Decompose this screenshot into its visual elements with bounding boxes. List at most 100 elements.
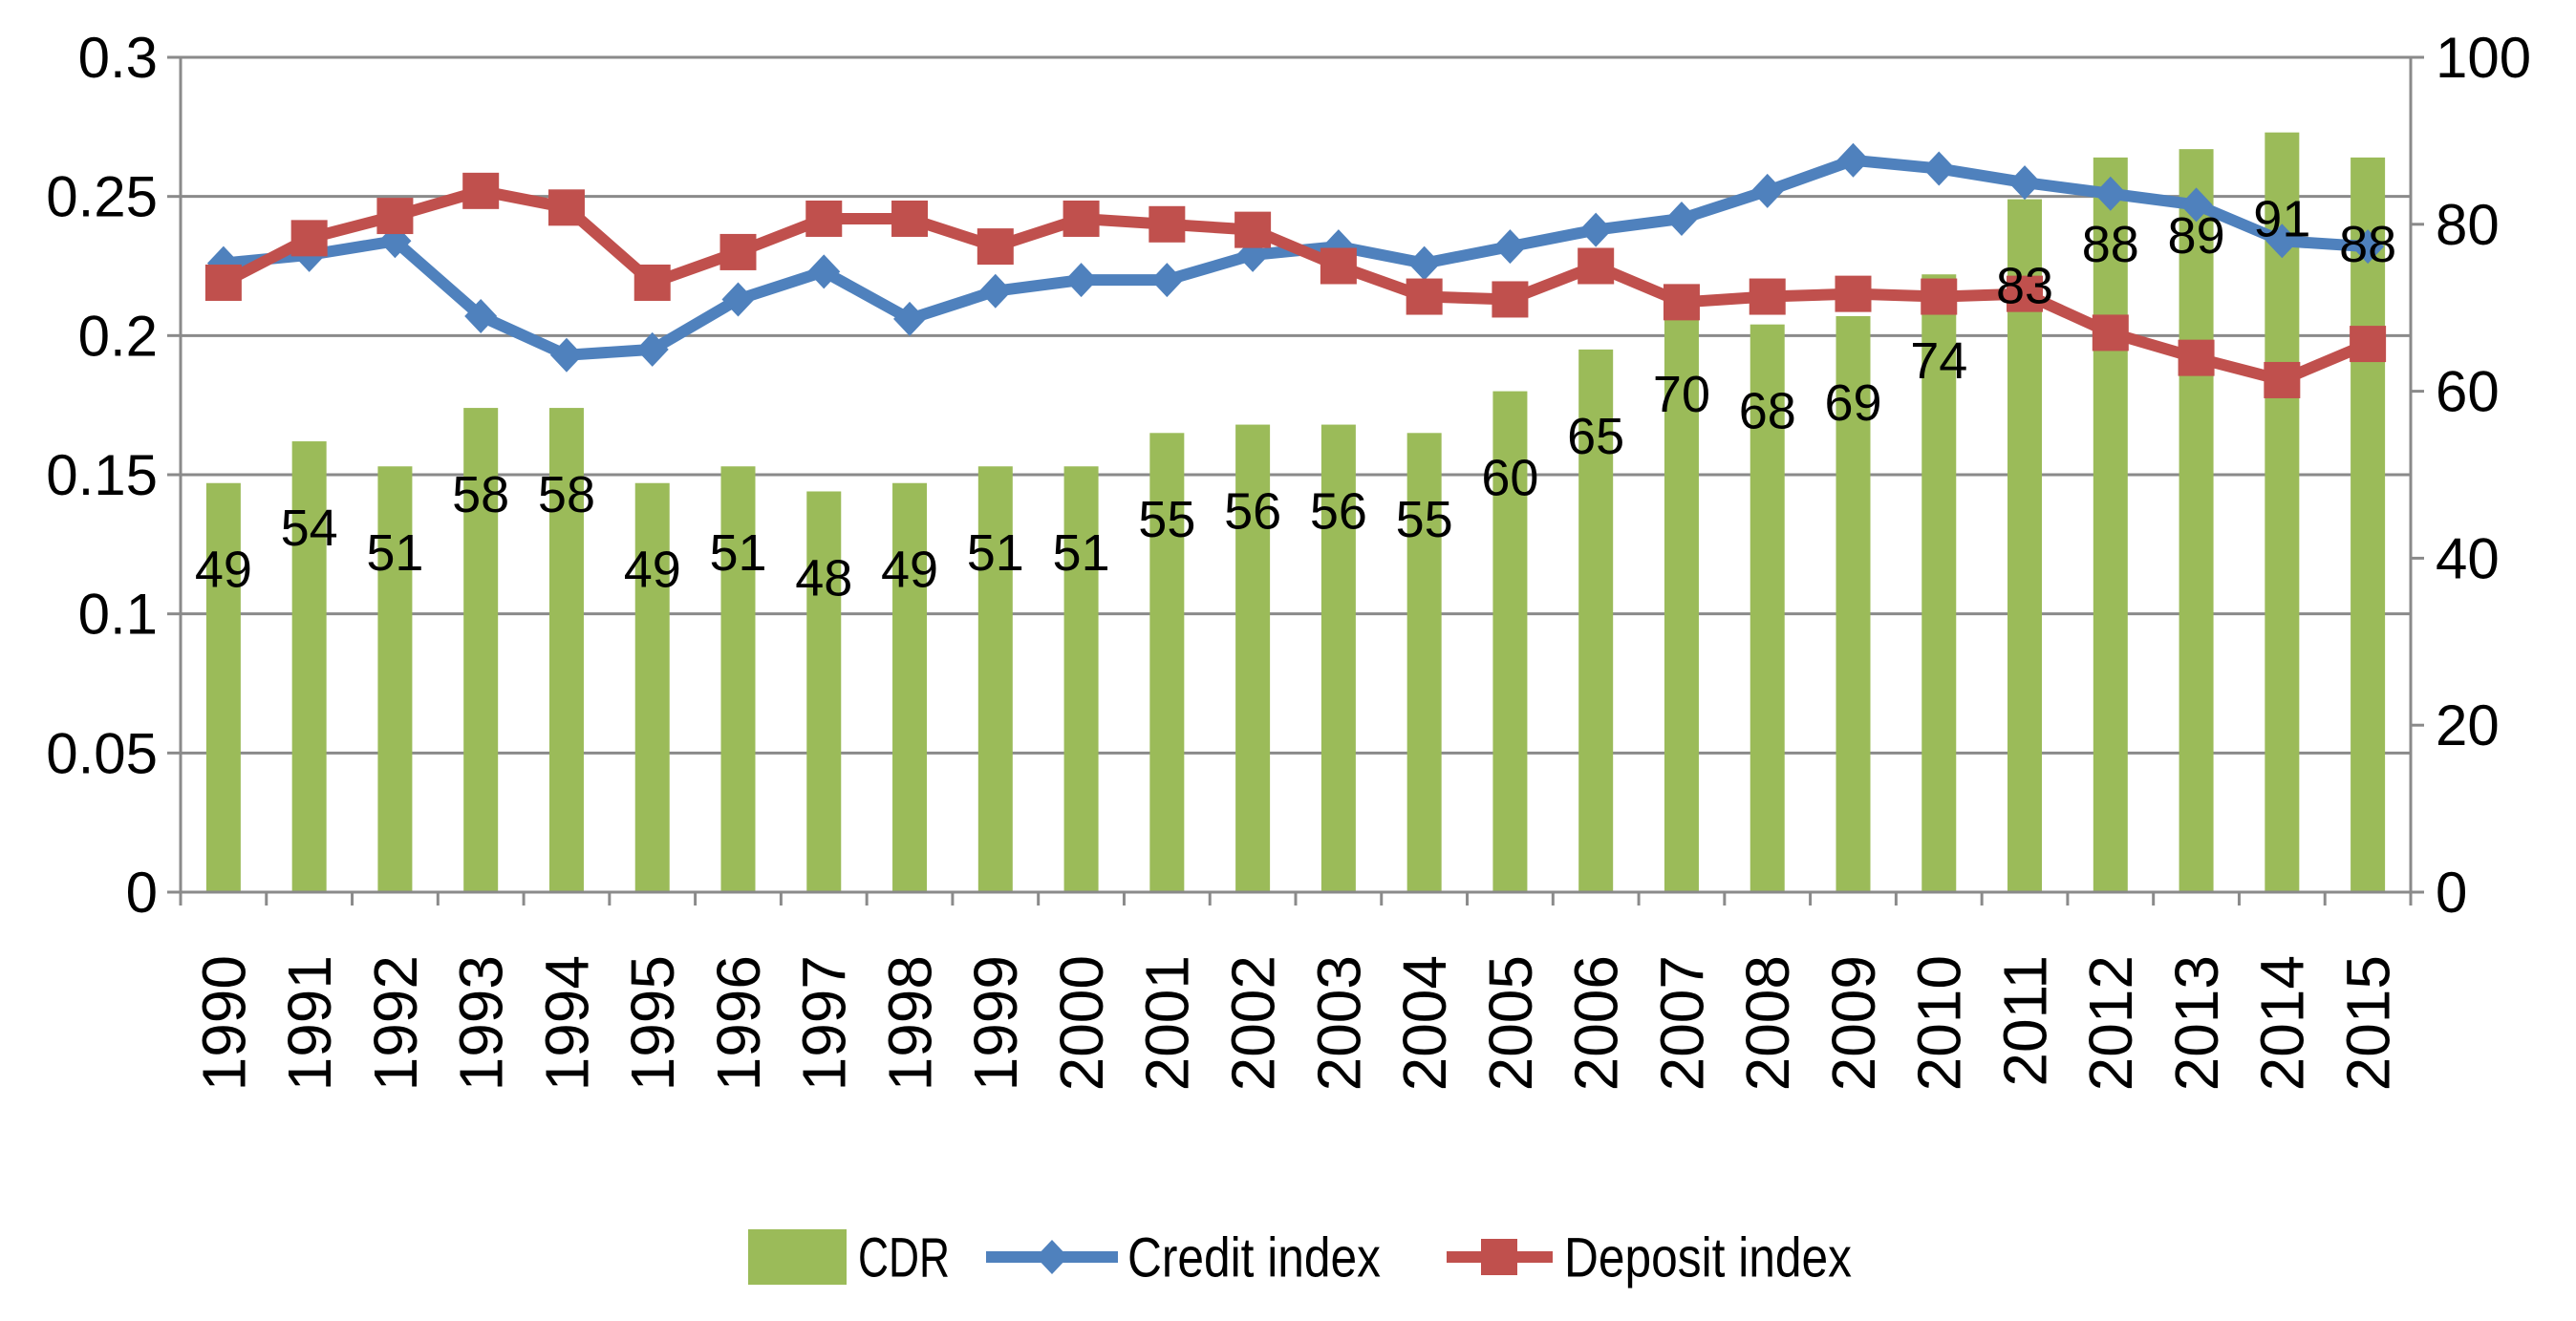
deposit-index-point-2007 — [1663, 284, 1700, 321]
bar-cdr-2003 — [1320, 424, 1356, 892]
bar-cdr-1997 — [806, 491, 842, 892]
credit-index-point-2000 — [1064, 263, 1098, 298]
data-label-cdr-2015: 88 — [2339, 216, 2396, 273]
credit-index-point-1999 — [978, 273, 1012, 309]
data-label-cdr-2011: 83 — [1996, 257, 2053, 314]
deposit-index-point-2014 — [2264, 361, 2301, 398]
credit-index-point-1997 — [807, 254, 841, 289]
credit-index-point-1993 — [464, 298, 498, 333]
credit-index-point-2007 — [1664, 201, 1698, 236]
x-axis-label-2000: 2000 — [1047, 955, 1116, 1091]
left-axis-tick-label: 0.25 — [46, 165, 158, 229]
right-axis-tick-label: 0 — [2436, 861, 2467, 925]
x-axis-label-1993: 1993 — [447, 955, 516, 1091]
credit-index-point-2005 — [1493, 229, 1527, 265]
right-axis-tick-label: 60 — [2436, 360, 2500, 424]
x-axis-label-2006: 2006 — [1562, 955, 1631, 1091]
bar-cdr-2004 — [1406, 433, 1442, 892]
x-axis-label-1996: 1996 — [704, 955, 773, 1091]
deposit-index-point-1994 — [547, 189, 585, 226]
left-axis-tick-label: 0 — [126, 861, 158, 925]
x-axis-label-2012: 2012 — [2076, 955, 2145, 1091]
bar-cdr-1992 — [377, 466, 413, 892]
bar-cdr-2000 — [1063, 466, 1099, 892]
deposit-index-point-2006 — [1578, 247, 1615, 285]
data-label-cdr-1992: 51 — [366, 524, 423, 582]
right-axis-tick-label: 100 — [2436, 26, 2531, 90]
x-axis-label-2009: 2009 — [1819, 955, 1888, 1091]
data-label-cdr-1991: 54 — [281, 500, 338, 557]
legend-cdr-label: CDR — [858, 1226, 950, 1289]
x-axis-label-2010: 2010 — [1905, 955, 1974, 1091]
x-axis-label-1999: 1999 — [961, 955, 1030, 1091]
deposit-index-point-2008 — [1749, 278, 1786, 315]
data-label-cdr-1996: 51 — [709, 524, 766, 582]
credit-index-point-2009 — [1836, 142, 1870, 178]
bar-cdr-1998 — [892, 482, 928, 892]
legend-deposit-label: Deposit index — [1564, 1226, 1852, 1289]
credit-index-point-2012 — [2093, 176, 2127, 211]
deposit-index-point-1993 — [462, 172, 500, 209]
deposit-index-point-1997 — [805, 200, 843, 237]
x-axis-label-2001: 2001 — [1133, 955, 1202, 1091]
x-axis-label-2003: 2003 — [1304, 955, 1373, 1091]
deposit-index-point-1992 — [376, 198, 414, 235]
legend-item-cdr: CDR — [748, 1226, 950, 1289]
bar-cdr-2007 — [1664, 308, 1699, 892]
left-axis-tick-label: 0.1 — [78, 583, 158, 647]
bar-cdr-1994 — [548, 408, 584, 892]
deposit-index-point-2005 — [1492, 281, 1529, 318]
x-axis-label-2014: 2014 — [2248, 955, 2317, 1091]
data-label-cdr-1997: 48 — [795, 549, 852, 607]
credit-index-point-2006 — [1579, 212, 1613, 247]
x-axis-label-2004: 2004 — [1390, 955, 1459, 1091]
bar-cdr-2001 — [1149, 433, 1185, 892]
data-label-cdr-2008: 68 — [1739, 383, 1796, 440]
left-axis-tick-label: 0.2 — [78, 304, 158, 368]
credit-index-point-1996 — [721, 282, 755, 317]
data-label-cdr-2014: 91 — [2253, 191, 2310, 248]
deposit-index-point-1995 — [633, 264, 671, 301]
deposit-index-point-2000 — [1063, 200, 1100, 237]
data-label-cdr-2010: 74 — [1910, 332, 1967, 390]
deposit-index-point-2013 — [2178, 339, 2215, 376]
deposit-index-point-2011 — [2007, 275, 2044, 312]
axes — [167, 55, 2424, 906]
bar-cdr-2011 — [2007, 199, 2043, 892]
data-label-cdr-2009: 69 — [1824, 374, 1881, 432]
bar-cdr-2008 — [1750, 324, 1785, 892]
right-axis-tick-label: 20 — [2436, 693, 2500, 757]
data-label-cdr-2012: 88 — [2082, 216, 2139, 273]
legend-cdr-swatch — [748, 1229, 847, 1285]
bar-cdr-2014 — [2265, 132, 2300, 892]
data-labels: 49 54 51 58 58 49 51 48 49 51 51 55 56 56 55 60 65 70 68 69… — [195, 191, 2396, 607]
data-label-cdr-2003: 56 — [1310, 482, 1367, 540]
deposit-index-point-1996 — [719, 233, 757, 270]
bar-cdr-2015 — [2351, 157, 2386, 892]
gridlines — [181, 55, 2411, 755]
legend-deposit-square-marker — [1481, 1239, 1517, 1275]
right-axis-tick-label: 80 — [2436, 193, 2500, 257]
deposit-index-point-1990 — [204, 264, 242, 301]
x-axis-label-2013: 2013 — [2162, 955, 2231, 1091]
deposit-index-point-1991 — [290, 220, 328, 257]
bar-cdr-1993 — [463, 408, 499, 892]
legend-item-credit-index: Credit index — [986, 1226, 1381, 1289]
credit-index-point-2013 — [2179, 187, 2213, 223]
x-axis-label-2005: 2005 — [1476, 955, 1545, 1091]
bar-cdr-1990 — [205, 482, 241, 892]
legend-item-deposit-index: Deposit index — [1447, 1226, 1852, 1289]
data-label-cdr-1990: 49 — [195, 542, 252, 599]
data-label-cdr-2001: 55 — [1138, 491, 1195, 548]
bar-cdr-2006 — [1578, 349, 1614, 892]
credit-index-point-2001 — [1150, 263, 1184, 298]
data-label-cdr-2006: 65 — [1567, 408, 1624, 465]
data-label-cdr-1998: 49 — [881, 542, 938, 599]
deposit-index-point-2001 — [1148, 205, 1186, 243]
index-lines — [204, 142, 2387, 398]
data-label-cdr-2005: 60 — [1481, 450, 1538, 507]
x-axis-label-2015: 2015 — [2334, 955, 2403, 1091]
credit-index-point-1998 — [893, 301, 927, 336]
left-axis-tick-label: 0.3 — [78, 26, 158, 90]
